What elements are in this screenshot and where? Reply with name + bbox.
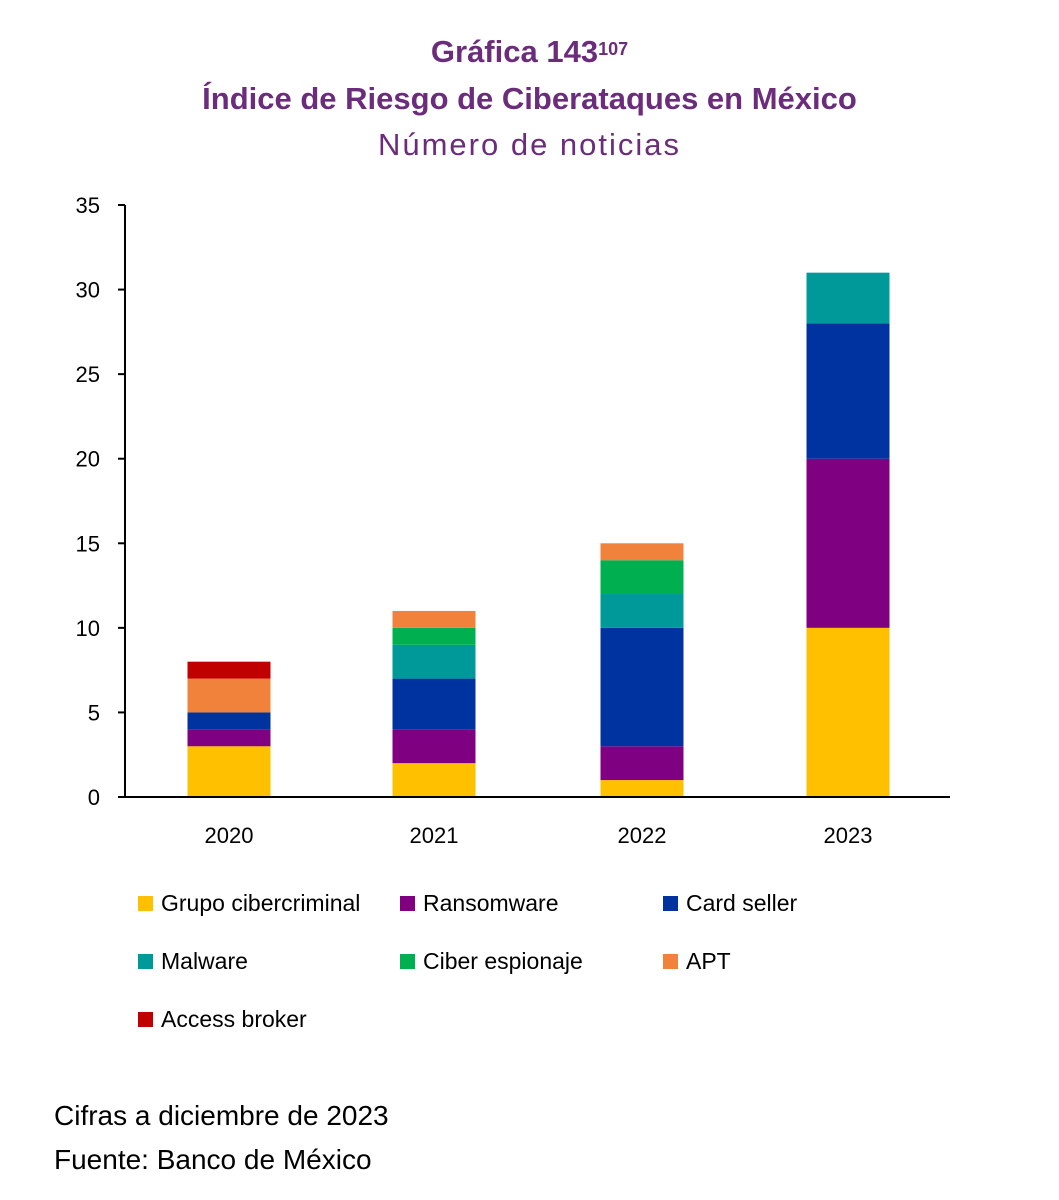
legend-label: Ciber espionaje bbox=[423, 948, 583, 974]
legend-item-ransomware: Ransomware bbox=[400, 890, 559, 917]
chart-number: Gráfica 143 bbox=[430, 34, 599, 69]
legend-item-access-broker: Access broker bbox=[138, 1006, 307, 1033]
bar-segment-apt-2022 bbox=[600, 543, 684, 561]
bar-segment-grupo-cibercriminal-2020 bbox=[187, 746, 271, 797]
chart-number-title: Gráfica 143107 bbox=[0, 28, 1059, 75]
bar-segment-ransomware-2023 bbox=[806, 458, 890, 628]
bar-segment-ciber-espionaje-2021 bbox=[392, 627, 476, 645]
bar-segment-malware-2021 bbox=[392, 644, 476, 679]
y-tick-label-30: 30 bbox=[76, 278, 100, 303]
data-date-note: Cifras a diciembre de 2023 bbox=[54, 1100, 389, 1131]
y-tick-label-10: 10 bbox=[76, 616, 100, 641]
bar-segment-grupo-cibercriminal-2023 bbox=[806, 627, 890, 797]
bar-segment-card-seller-2020 bbox=[187, 712, 271, 730]
legend-item-ciber-espionaje: Ciber espionaje bbox=[400, 948, 583, 975]
legend-swatch bbox=[663, 896, 678, 911]
bar-segment-ransomware-2021 bbox=[392, 729, 476, 764]
x-tick-label-2021: 2021 bbox=[410, 823, 459, 848]
legend-swatch bbox=[138, 954, 153, 969]
legend-label: Access broker bbox=[161, 1006, 307, 1032]
chart-title: Índice de Riesgo de Ciberataques en Méxi… bbox=[202, 81, 857, 116]
chart-title-block: Gráfica 143107 Índice de Riesgo de Ciber… bbox=[0, 28, 1059, 168]
legend-label: Ransomware bbox=[423, 890, 559, 916]
y-tick-label-5: 5 bbox=[88, 700, 100, 725]
bar-segment-ransomware-2022 bbox=[600, 746, 684, 781]
bar-segment-card-seller-2022 bbox=[600, 627, 684, 747]
legend-swatch bbox=[138, 1012, 153, 1027]
bar-segment-access-broker-2020 bbox=[187, 661, 271, 679]
bar-segment-apt-2021 bbox=[392, 610, 476, 628]
y-tick-label-0: 0 bbox=[88, 785, 100, 810]
y-tick-label-20: 20 bbox=[76, 447, 100, 472]
legend-item-card-seller: Card seller bbox=[663, 890, 797, 917]
y-tick-label-25: 25 bbox=[76, 362, 100, 387]
bar-segment-malware-2023 bbox=[806, 272, 890, 324]
legend-swatch bbox=[400, 954, 415, 969]
legend-swatch bbox=[138, 896, 153, 911]
legend-label: Card seller bbox=[686, 890, 798, 916]
bar-segment-ciber-espionaje-2022 bbox=[600, 560, 684, 595]
bar-segment-card-seller-2021 bbox=[392, 678, 476, 730]
bar-segment-ransomware-2020 bbox=[187, 729, 271, 747]
bar-segment-apt-2020 bbox=[187, 678, 271, 713]
legend-swatch bbox=[400, 896, 415, 911]
data-source: Fuente: Banco de México bbox=[54, 1144, 372, 1175]
legend-label: Malware bbox=[161, 948, 248, 974]
legend-label: Grupo cibercriminal bbox=[161, 890, 361, 916]
bar-segment-card-seller-2023 bbox=[806, 323, 890, 459]
legend-item-apt: APT bbox=[663, 948, 731, 975]
legend-label: APT bbox=[686, 948, 731, 974]
x-tick-label-2023: 2023 bbox=[824, 823, 873, 848]
y-tick-label-35: 35 bbox=[76, 193, 100, 218]
bar-segment-malware-2022 bbox=[600, 594, 684, 628]
x-tick-label-2022: 2022 bbox=[618, 823, 667, 848]
bar-segment-grupo-cibercriminal-2021 bbox=[392, 763, 476, 797]
stacked-bar-chart: 0 5 10 15 20 25 30 35 2020 2021 2022 2023 bbox=[76, 193, 950, 848]
legend-swatch bbox=[663, 954, 678, 969]
legend-item-malware: Malware bbox=[138, 948, 248, 975]
legend-item-grupo-cibercriminal: Grupo cibercriminal bbox=[138, 890, 360, 917]
chart-subtitle: Número de noticias bbox=[377, 127, 682, 162]
y-tick-label-15: 15 bbox=[76, 531, 100, 556]
chart-footer: Cifras a diciembre de 2023 Fuente: Banco… bbox=[54, 1094, 389, 1182]
bar-segment-grupo-cibercriminal-2022 bbox=[600, 780, 684, 797]
x-tick-label-2020: 2020 bbox=[205, 823, 254, 848]
footnote-marker: 107 bbox=[598, 39, 629, 59]
